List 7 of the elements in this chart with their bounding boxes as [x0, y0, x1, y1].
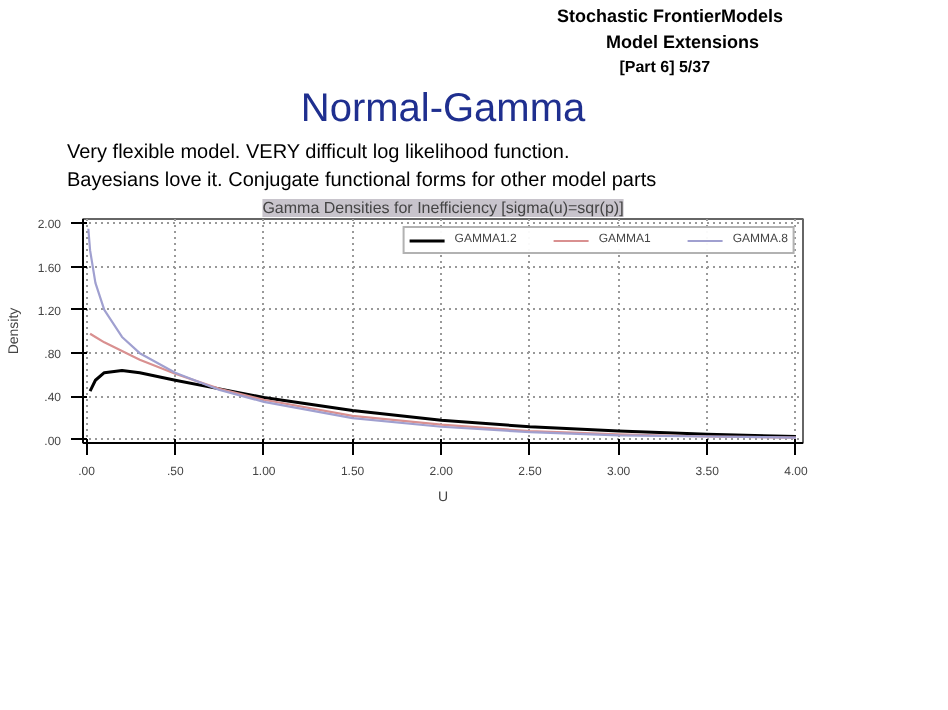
- text: Model Extensions: [605, 32, 759, 52]
- text: [Part 6] 5/37: [619, 58, 712, 76]
- text: Very flexible model. VERY difficult log likelihood function.: [67, 142, 570, 164]
- chart-title: Gamma Densities for Inefficiency [sigma(u)=sqr(p)]: [262, 199, 624, 217]
- text: Normal-Gamma: [300, 87, 587, 131]
- text: Bayesians love it. Conjugate functional forms for other model parts: [67, 170, 657, 192]
- text: Stochastic FrontierModels: [556, 6, 784, 26]
